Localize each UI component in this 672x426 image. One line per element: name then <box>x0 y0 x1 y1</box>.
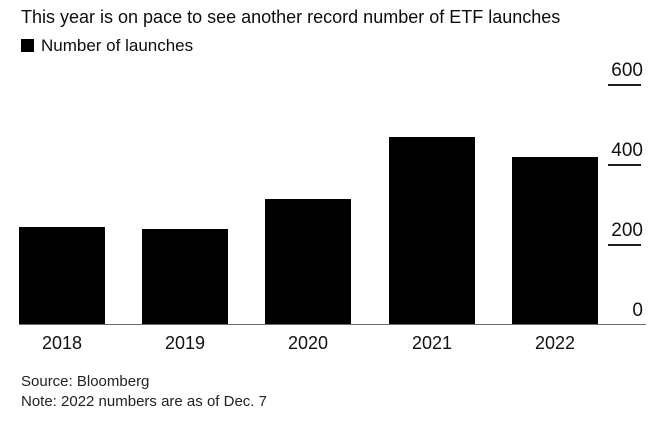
bar-2021 <box>389 137 475 325</box>
black-square-icon <box>21 39 34 52</box>
chart-title: This year is on pace to see another reco… <box>21 7 561 27</box>
x-axis-line <box>19 324 646 325</box>
y-axis-tick-mark-200 <box>608 244 641 246</box>
x-axis-label-2018: 2018 <box>41 333 83 353</box>
y-axis-tick-label-0: 0 <box>632 300 643 321</box>
legend: Number of launches <box>21 37 193 54</box>
y-axis-tick-label-400: 400 <box>611 140 643 161</box>
y-axis-tick-mark-400 <box>608 164 641 166</box>
bar-2022 <box>512 157 598 325</box>
y-axis-tick-mark-600 <box>608 84 641 86</box>
x-axis-label-2019: 2019 <box>164 333 206 353</box>
x-axis-label-2021: 2021 <box>411 333 453 353</box>
source-block: Source: Bloomberg Note: 2022 numbers are… <box>21 372 267 412</box>
y-axis-tick-label-600: 600 <box>611 60 643 81</box>
y-axis-tick-label-200: 200 <box>611 220 643 241</box>
x-axis-label-2020: 2020 <box>287 333 329 353</box>
bar-2020 <box>265 199 351 325</box>
source-text: Source: Bloomberg <box>21 373 150 390</box>
x-axis-label-2022: 2022 <box>534 333 576 353</box>
bar-2018 <box>19 227 105 325</box>
bar-2019 <box>142 229 228 325</box>
legend-label: Number of launches <box>41 36 194 55</box>
note-text: Note: 2022 numbers are as of Dec. 7 <box>21 393 267 410</box>
